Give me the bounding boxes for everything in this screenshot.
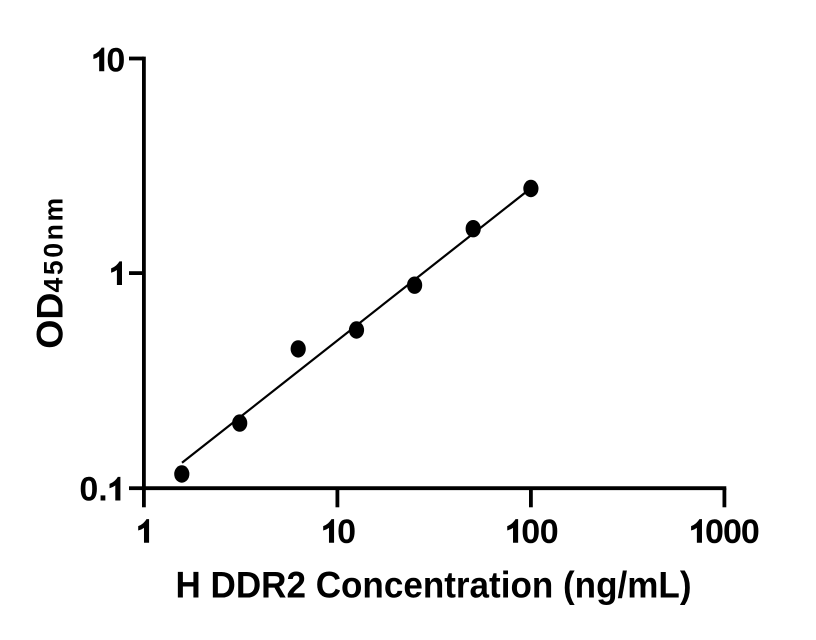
svg-text:OD450nm: OD450nm	[29, 195, 71, 349]
svg-text:0.: 0.	[79, 471, 107, 509]
svg-text:00: 00	[521, 513, 558, 551]
svg-text:H DDR2 Concentration (ng/mL): H DDR2 Concentration (ng/mL)	[176, 563, 692, 605]
svg-text:000: 000	[705, 513, 759, 551]
svg-text:0: 0	[337, 513, 356, 551]
svg-text:0: 0	[106, 41, 125, 79]
